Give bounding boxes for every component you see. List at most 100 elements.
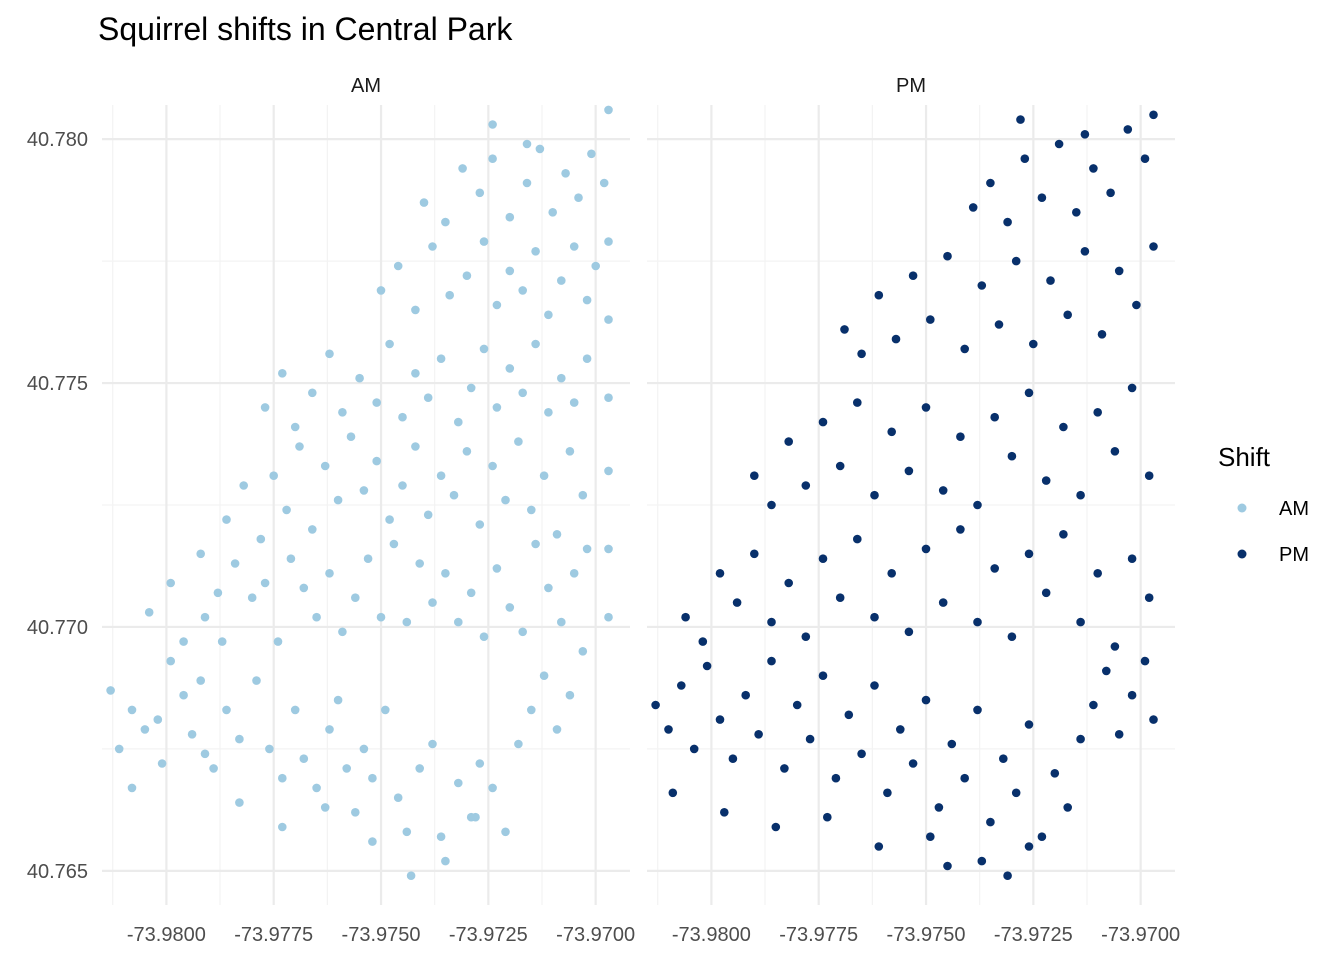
- data-point: [346, 432, 356, 442]
- data-point: [385, 515, 394, 524]
- data-point: [1144, 471, 1154, 481]
- data-point: [278, 822, 287, 832]
- data-point: [411, 442, 420, 451]
- data-point: [870, 490, 879, 500]
- data-point: [938, 598, 948, 607]
- data-point: [475, 520, 485, 529]
- data-point: [488, 154, 497, 163]
- gridlines: [102, 105, 630, 905]
- data-point: [1029, 339, 1038, 349]
- data-point: [539, 471, 549, 481]
- legend-label-pm: PM: [1279, 544, 1309, 566]
- data-point: [415, 764, 425, 773]
- data-point: [299, 583, 309, 593]
- data-point: [445, 290, 455, 300]
- data-point: [1110, 642, 1120, 651]
- data-point: [368, 773, 377, 783]
- data-point: [818, 671, 828, 680]
- data-point: [1016, 115, 1025, 124]
- data-point: [1127, 690, 1137, 700]
- data-point: [681, 612, 690, 622]
- data-point: [853, 534, 862, 544]
- data-point: [308, 525, 317, 534]
- data-point: [140, 725, 150, 734]
- data-point: [144, 608, 154, 617]
- data-point: [514, 739, 523, 749]
- data-point: [960, 773, 969, 783]
- data-point: [333, 495, 343, 505]
- data-point: [376, 612, 386, 622]
- data-point: [784, 578, 793, 588]
- data-point: [1007, 451, 1017, 461]
- data-point: [488, 783, 497, 793]
- legend-title: Shift: [1218, 442, 1271, 472]
- data-point: [320, 803, 330, 812]
- y-tick-label: 40.775: [27, 373, 88, 395]
- data-point: [423, 510, 433, 520]
- data-point: [492, 300, 502, 310]
- data-point: [1024, 388, 1034, 398]
- data-point: [604, 237, 613, 246]
- facet-label-pm: PM: [896, 75, 926, 97]
- x-tick-label: -73.9775: [779, 924, 858, 946]
- data-point: [106, 686, 115, 695]
- x-tick-label: -73.9750: [887, 924, 966, 946]
- data-point: [557, 373, 566, 383]
- data-point: [767, 500, 776, 510]
- data-point: [823, 812, 832, 822]
- point-series-am: [106, 105, 613, 880]
- data-point: [282, 505, 291, 515]
- data-point: [973, 500, 982, 510]
- data-point: [333, 695, 343, 705]
- data-point: [338, 408, 347, 417]
- data-point: [479, 237, 489, 246]
- data-point: [1003, 217, 1012, 227]
- data-point: [325, 349, 334, 359]
- data-point: [402, 827, 412, 837]
- data-point: [715, 715, 725, 724]
- data-point: [544, 583, 553, 593]
- data-point: [252, 676, 261, 685]
- data-point: [1097, 330, 1107, 339]
- data-point: [449, 490, 459, 500]
- data-point: [926, 315, 935, 324]
- data-point: [1080, 247, 1090, 256]
- data-point: [1041, 476, 1051, 485]
- data-point: [273, 637, 283, 646]
- data-point: [956, 525, 965, 534]
- data-point: [247, 593, 257, 602]
- data-point: [1003, 871, 1012, 880]
- data-point: [1063, 310, 1072, 320]
- data-point: [561, 169, 570, 178]
- data-point: [342, 764, 352, 773]
- data-point: [1080, 130, 1090, 139]
- data-point: [466, 588, 476, 598]
- data-point: [466, 383, 476, 393]
- data-point: [557, 617, 566, 627]
- data-point: [209, 764, 218, 773]
- data-point: [385, 339, 394, 349]
- data-point: [1144, 593, 1154, 602]
- data-point: [977, 281, 987, 290]
- data-point: [381, 705, 390, 715]
- data-point: [436, 471, 446, 481]
- data-point: [986, 817, 995, 827]
- data-point: [127, 783, 137, 793]
- data-point: [454, 417, 463, 427]
- data-point: [235, 734, 244, 744]
- data-point: [398, 412, 407, 422]
- data-point: [308, 388, 317, 398]
- data-point: [295, 442, 304, 451]
- x-axis: -73.9800 -73.9775 -73.9750 -73.9725 -73.9700…: [127, 924, 1180, 946]
- data-point: [179, 690, 188, 700]
- legend-key-am: [1237, 503, 1247, 513]
- data-point: [351, 808, 360, 817]
- data-point: [999, 754, 1008, 763]
- data-point: [943, 861, 952, 871]
- data-point: [702, 661, 712, 671]
- data-point: [454, 778, 463, 788]
- data-point: [166, 656, 175, 666]
- data-point: [539, 671, 549, 680]
- data-point: [1149, 242, 1158, 251]
- data-point: [947, 739, 957, 749]
